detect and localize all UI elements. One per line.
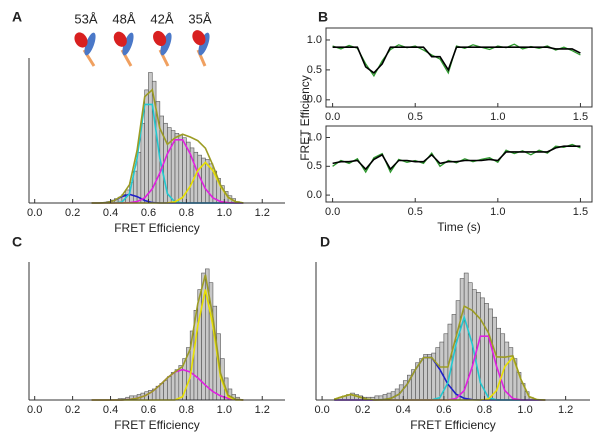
annotation: 35Å: [188, 11, 211, 26]
y-tick-label: 0.0: [307, 94, 322, 106]
annotation: 48Å: [112, 11, 135, 26]
histogram-bar: [488, 308, 493, 401]
x-tick-label: 1.0: [217, 207, 232, 219]
x-tick-label: 0.0: [27, 404, 42, 416]
histogram-bar: [197, 289, 202, 401]
x-tick-label: 0.4: [396, 404, 411, 416]
icon-red: [153, 30, 167, 47]
histogram-bar: [144, 89, 149, 204]
protein-icon: [153, 30, 172, 67]
panel-label: C: [12, 234, 22, 250]
histogram-bar: [163, 380, 168, 401]
histogram-bar: [174, 369, 180, 401]
trace: [332, 46, 581, 74]
protein-icon: [74, 32, 96, 67]
histogram-bar: [459, 278, 465, 401]
histogram-bar: [423, 354, 428, 401]
panel-label: A: [12, 9, 22, 25]
x-tick-label: 1.5: [573, 206, 588, 218]
x-tick-label: 1.0: [217, 404, 232, 416]
x-tick-label: 0.2: [65, 207, 80, 219]
x-tick-label: 1.2: [255, 404, 270, 416]
x-tick-label: 1.2: [558, 404, 573, 416]
trace: [332, 143, 581, 174]
x-tick-label: 0.8: [179, 207, 194, 219]
panel-label: D: [320, 234, 330, 250]
histogram-bar: [174, 133, 180, 204]
icon-blue: [84, 32, 96, 56]
icon-blue: [198, 32, 210, 56]
y-tick-label: 1.0: [307, 131, 322, 143]
icon-red: [192, 30, 206, 46]
histogram-bar: [167, 127, 172, 204]
histogram-bar: [435, 347, 441, 401]
y-tick-label: 0.5: [307, 160, 322, 172]
x-axis-label: FRET Efficiency: [114, 418, 200, 432]
histogram-bar: [140, 122, 145, 204]
x-tick-label: 1.0: [490, 206, 505, 218]
protein-icon: [113, 31, 134, 67]
y-axis-label: FRET Efficiency: [298, 75, 312, 161]
x-tick-label: 0.6: [436, 404, 451, 416]
x-tick-label: 0.6: [141, 207, 156, 219]
x-tick-label: 0.0: [27, 207, 42, 219]
histogram-bar: [419, 358, 424, 401]
x-tick-label: 0.0: [325, 206, 340, 218]
x-tick-label: 0.2: [355, 404, 370, 416]
plot-frame: [325, 27, 593, 108]
x-tick-label: 0.8: [477, 404, 492, 416]
x-tick-label: 0.4: [103, 207, 118, 219]
histogram-bar: [159, 383, 164, 401]
x-tick-label: 1.2: [255, 207, 270, 219]
y-tick-label: 0.0: [307, 189, 322, 201]
x-tick-label: 0.5: [408, 206, 423, 218]
plot-frame: [325, 125, 593, 203]
histogram-bar: [136, 151, 142, 204]
fit-curve: [91, 88, 244, 204]
x-tick-label: 0.8: [179, 404, 194, 416]
annotation: 53Å: [74, 11, 97, 26]
x-axis-label: FRET Efficiency: [410, 418, 496, 432]
x-tick-label: 1.0: [517, 404, 532, 416]
x-tick-label: 1.5: [573, 111, 588, 123]
histogram-bar: [455, 300, 461, 401]
y-tick-label: 0.5: [307, 64, 322, 76]
x-tick-label: 0.0: [325, 111, 340, 123]
icon-blue: [122, 32, 134, 56]
trace: [332, 145, 581, 171]
panel-label: B: [318, 9, 328, 25]
icon-red: [74, 32, 88, 48]
histogram-bar: [178, 134, 183, 204]
histogram-bar: [170, 372, 176, 401]
protein-icon: [192, 30, 210, 67]
x-axis-label: FRET Efficiency: [114, 221, 200, 235]
trace: [332, 43, 581, 78]
icon-blue: [160, 32, 172, 56]
icon-red: [113, 31, 127, 47]
histogram-bar: [167, 376, 172, 401]
x-tick-label: 0.2: [65, 404, 80, 416]
histogram-bar: [427, 354, 432, 401]
histogram-bar: [484, 303, 489, 401]
x-tick-label: 1.0: [490, 111, 505, 123]
x-tick-label: 0.4: [103, 404, 118, 416]
y-tick-label: 1.0: [307, 34, 322, 46]
x-tick-label: 0.5: [408, 111, 423, 123]
x-axis-label: Time (s): [437, 220, 481, 234]
annotation: 42Å: [150, 11, 173, 26]
x-tick-label: 0.0: [314, 404, 329, 416]
x-tick-label: 0.6: [141, 404, 156, 416]
